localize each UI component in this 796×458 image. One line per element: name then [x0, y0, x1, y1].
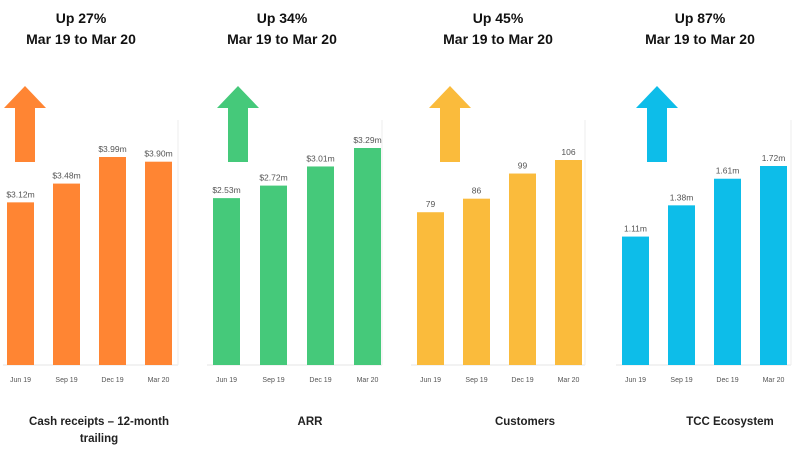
x-tick-label: Mar 20 — [763, 377, 785, 384]
bar — [307, 166, 334, 365]
x-tick-label: Jun 19 — [420, 377, 441, 384]
bar — [760, 166, 787, 365]
bar-value-label: 99 — [518, 161, 528, 171]
headline-period: Mar 19 to Mar 20 — [443, 31, 553, 47]
headline-change: Up 45% — [472, 10, 524, 26]
bar-value-label: 106 — [561, 147, 575, 157]
bar — [145, 161, 172, 365]
x-tick-label: Dec 19 — [716, 377, 738, 384]
x-tick-label: Dec 19 — [309, 377, 331, 384]
headline: Up 34% Mar 19 to Mar 20 — [182, 8, 382, 50]
headline-change: Up 27% — [55, 10, 107, 26]
bar — [417, 212, 444, 365]
bar — [714, 178, 741, 365]
chart-panel-cash-receipts: Up 27% Mar 19 to Mar 20 $3.12m Jun 19 $3.4… — [0, 0, 200, 458]
bar — [53, 183, 80, 365]
bar-value-label: $2.72m — [259, 173, 287, 183]
bar — [555, 160, 582, 365]
chart-title: ARR — [297, 416, 323, 428]
up-arrow-icon — [636, 86, 678, 162]
bar-chart: 79 Jun 19 86 Sep 19 99 Dec 19 106 Mar 20 — [411, 120, 586, 384]
bar-value-label: 79 — [426, 199, 436, 209]
headline-change: Up 34% — [256, 10, 308, 26]
bar — [668, 205, 695, 365]
headline: Up 45% Mar 19 to Mar 20 — [398, 8, 598, 50]
bar-value-label: 1.61m — [716, 166, 740, 176]
x-tick-label: Dec 19 — [511, 377, 533, 384]
up-arrow-icon — [217, 86, 259, 162]
bar-chart: $2.53m Jun 19 $2.72m Sep 19 $3.01m Dec 19 $3.2… — [207, 120, 383, 384]
x-tick-label: Mar 20 — [357, 377, 379, 384]
bar — [99, 157, 126, 365]
x-tick-label: Sep 19 — [55, 377, 77, 384]
bar — [509, 173, 536, 365]
headline-period: Mar 19 to Mar 20 — [26, 31, 136, 47]
chart-panel-customers: Up 45% Mar 19 to Mar 20 79 Jun 19 86 Sep 19… — [400, 0, 600, 458]
bar — [354, 148, 381, 365]
chart-panel-tcc-ecosystem: Up 87% Mar 19 to Mar 20 1.11m Jun 19 1.38m… — [600, 0, 796, 458]
bar-value-label: $3.29m — [353, 135, 381, 145]
headline: Up 87% Mar 19 to Mar 20 — [600, 8, 796, 50]
bar-chart: 1.11m Jun 19 1.38m Sep 19 1.61m Dec 19 1.72m Ma… — [616, 120, 792, 384]
bar-value-label: 1.72m — [762, 153, 786, 163]
bar — [213, 198, 240, 365]
headline: Up 27% Mar 19 to Mar 20 — [0, 8, 181, 50]
bar-chart: $3.12m Jun 19 $3.48m Sep 19 $3.99m Dec 19 $3.9… — [3, 120, 179, 384]
x-tick-label: Jun 19 — [10, 377, 31, 384]
bar-value-label: $3.01m — [306, 153, 334, 163]
bar — [7, 202, 34, 365]
chart-panel-arr: Up 34% Mar 19 to Mar 20 $2.53m Jun 19 $2.7… — [200, 0, 400, 458]
x-tick-label: Dec 19 — [101, 377, 123, 384]
x-tick-label: Mar 20 — [148, 377, 170, 384]
x-tick-label: Sep 19 — [465, 377, 487, 384]
chart-title: Cash receipts – 12-month trailing — [29, 416, 169, 445]
bar-value-label: 1.38m — [670, 192, 694, 202]
up-arrow-icon — [4, 86, 46, 162]
bar — [463, 198, 490, 365]
up-arrow-icon — [429, 86, 471, 162]
headline-period: Mar 19 to Mar 20 — [645, 31, 755, 47]
bar-value-label: 1.11m — [624, 224, 647, 234]
bar-value-label: $3.12m — [6, 189, 34, 199]
headline-change: Up 87% — [674, 10, 726, 26]
bar-value-label: 86 — [472, 186, 482, 196]
bar — [622, 236, 649, 365]
bar — [260, 185, 287, 365]
bar-value-label: $3.90m — [144, 149, 172, 159]
x-tick-label: Jun 19 — [625, 377, 646, 384]
bar-value-label: $2.53m — [212, 185, 240, 195]
x-tick-label: Sep 19 — [262, 377, 284, 384]
chart-title: Customers — [494, 416, 556, 428]
x-tick-label: Jun 19 — [216, 377, 237, 384]
bar-value-label: $3.48m — [52, 171, 80, 181]
headline-period: Mar 19 to Mar 20 — [227, 31, 337, 47]
bar-value-label: $3.99m — [98, 144, 126, 154]
chart-title: TCC Ecosystem — [686, 416, 774, 428]
x-tick-label: Mar 20 — [558, 377, 580, 384]
x-tick-label: Sep 19 — [670, 377, 692, 384]
